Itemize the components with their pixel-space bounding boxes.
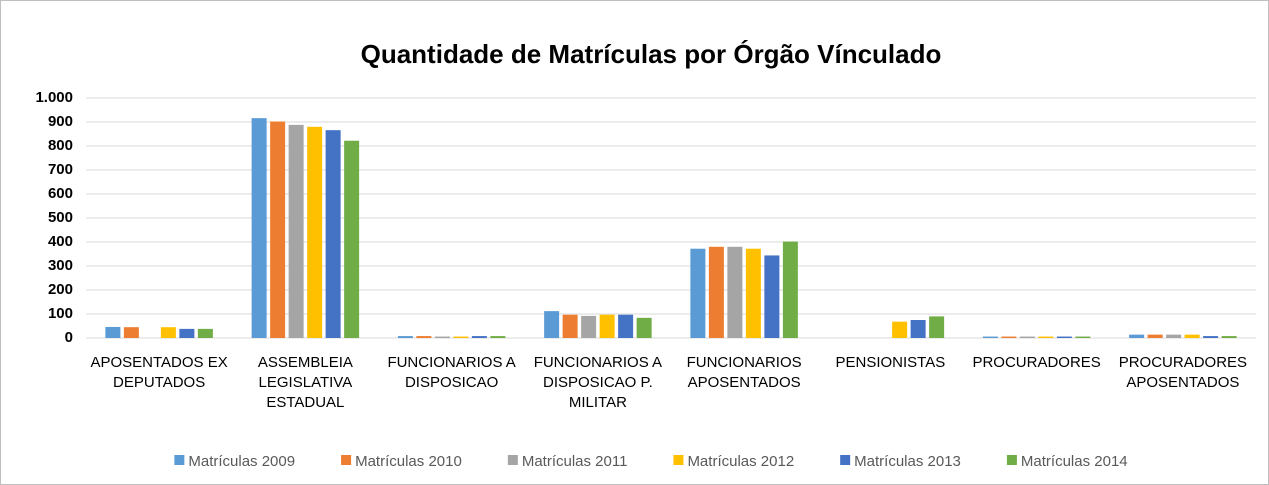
y-tick-label: 700 [48, 161, 73, 178]
y-tick-label: 200 [48, 281, 73, 298]
bar [1001, 336, 1017, 338]
x-tick-label: FUNCIONARIOS A DISPOSICAO P. MILITAR [533, 354, 663, 411]
bar [434, 336, 450, 338]
bar [1184, 334, 1200, 338]
legend-swatch [673, 455, 684, 465]
x-tick-label: ASSEMBLEIA LEGISLATIVA ESTADUAL [257, 354, 353, 411]
legend-label: Matrículas 2013 [854, 453, 961, 470]
bar [1203, 336, 1219, 338]
y-tick-label: 600 [48, 185, 73, 202]
bar [1129, 334, 1145, 338]
bar [636, 317, 652, 338]
y-tick-label: 300 [48, 257, 73, 274]
bar [929, 316, 945, 338]
bar [764, 255, 780, 338]
bar [1221, 336, 1237, 338]
x-tick-label: PENSIONISTAS [835, 354, 946, 371]
bar [599, 314, 615, 338]
legend-label: Matrículas 2009 [188, 453, 295, 470]
bar [562, 314, 578, 338]
y-tick-label: 800 [48, 137, 73, 154]
legend-swatch [840, 455, 851, 465]
bar [490, 336, 506, 338]
bar [1075, 336, 1091, 338]
bar [782, 241, 798, 338]
bar [416, 336, 432, 338]
bar [123, 327, 139, 338]
y-tick-label: 100 [48, 305, 73, 322]
legend-label: Matrículas 2012 [687, 453, 794, 470]
chart-title: Quantidade de Matrículas por Órgão Víncu… [361, 39, 942, 69]
bar [453, 336, 469, 338]
bar [160, 327, 176, 338]
bar [344, 140, 360, 338]
bar [251, 118, 267, 338]
x-tick-label: PROCURADORES [972, 354, 1101, 371]
bar [471, 336, 487, 338]
legend-label: Matrículas 2010 [355, 453, 462, 470]
bar [1166, 334, 1182, 338]
bar [690, 248, 706, 338]
bar [1056, 336, 1072, 338]
bar [618, 314, 634, 338]
legend-swatch [341, 455, 352, 465]
y-tick-label: 1.000 [35, 89, 73, 106]
bar [179, 328, 195, 338]
bar [1019, 336, 1035, 338]
x-tick-label: APOSENTADOS EX DEPUTADOS [90, 354, 228, 391]
bar [307, 126, 323, 338]
x-tick-label: FUNCIONARIOS A DISPOSICAO [387, 354, 516, 391]
y-tick-label: 0 [65, 329, 73, 346]
x-tick-label: PROCURADORES APOSENTADOS [1118, 354, 1248, 391]
y-tick-label: 400 [48, 233, 73, 250]
bar [288, 124, 304, 338]
bar [325, 130, 341, 338]
bar [1147, 334, 1163, 338]
bar [708, 246, 724, 338]
legend-label: Matrículas 2011 [522, 453, 628, 470]
y-tick-label: 500 [48, 209, 73, 226]
bar [581, 315, 597, 338]
bar [727, 246, 743, 338]
bar [270, 121, 286, 339]
legend-swatch [1006, 455, 1017, 465]
bar [1038, 336, 1054, 338]
y-tick-label: 900 [48, 113, 73, 130]
x-tick-label: FUNCIONARIOS APOSENTADOS [686, 354, 802, 391]
bar [910, 320, 926, 338]
bar [544, 311, 560, 338]
bar [105, 326, 121, 338]
legend-swatch [507, 455, 518, 465]
bar [892, 321, 908, 338]
bar [982, 336, 998, 338]
bar [197, 328, 213, 338]
bar [397, 336, 413, 338]
legend-swatch [174, 455, 185, 465]
bar [745, 248, 761, 338]
legend-label: Matrículas 2014 [1021, 453, 1128, 470]
